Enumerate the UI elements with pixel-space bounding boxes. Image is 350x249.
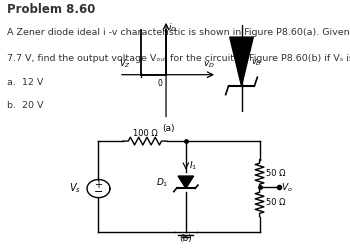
Text: 7.7 V, find the output voltage Vₒᵤₜ for the circuit of Figure P8.60(b) if Vₛ is:: 7.7 V, find the output voltage Vₒᵤₜ for … — [7, 54, 350, 63]
Text: $v_D$: $v_D$ — [203, 59, 215, 70]
Text: b.  20 V: b. 20 V — [7, 101, 43, 110]
Text: (b): (b) — [180, 235, 192, 244]
Text: (a): (a) — [162, 124, 174, 132]
Text: $v_D$: $v_D$ — [251, 58, 262, 68]
Text: a.  12 V: a. 12 V — [7, 78, 43, 87]
Polygon shape — [178, 176, 194, 188]
Polygon shape — [230, 37, 253, 86]
Text: A Zener diode ideal i -v characteristic is shown in Figure P8.60(a). Given a Zen: A Zener diode ideal i -v characteristic … — [7, 28, 350, 37]
Text: $I_1$: $I_1$ — [189, 160, 197, 172]
Text: $i_D$: $i_D$ — [168, 22, 177, 34]
Text: $V_s$: $V_s$ — [69, 182, 81, 195]
Text: 50 Ω: 50 Ω — [266, 169, 286, 178]
Text: $V_Z$: $V_Z$ — [119, 57, 131, 70]
Text: Problem 8.60: Problem 8.60 — [7, 3, 95, 16]
Text: $D_1$: $D_1$ — [156, 177, 168, 189]
Text: 0: 0 — [157, 79, 162, 88]
Text: $V_o$: $V_o$ — [281, 181, 293, 194]
Text: +: + — [94, 180, 103, 190]
Text: −: − — [94, 187, 103, 197]
Text: 100 Ω: 100 Ω — [133, 129, 157, 138]
Text: 50 Ω: 50 Ω — [266, 198, 286, 207]
